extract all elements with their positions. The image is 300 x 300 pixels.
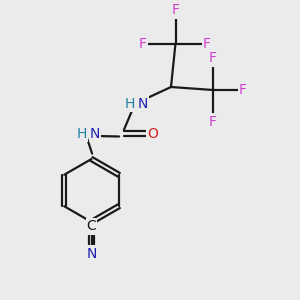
Text: F: F — [209, 52, 217, 65]
Text: H: H — [77, 127, 87, 140]
Text: F: F — [239, 83, 247, 97]
Text: F: F — [209, 115, 217, 128]
Text: N: N — [138, 97, 148, 110]
Text: O: O — [148, 127, 158, 140]
Text: F: F — [139, 37, 146, 50]
Text: H: H — [125, 97, 135, 110]
Text: N: N — [86, 247, 97, 260]
Text: F: F — [172, 4, 179, 17]
Text: N: N — [90, 127, 100, 140]
Text: C: C — [87, 220, 96, 233]
Text: F: F — [203, 37, 211, 50]
